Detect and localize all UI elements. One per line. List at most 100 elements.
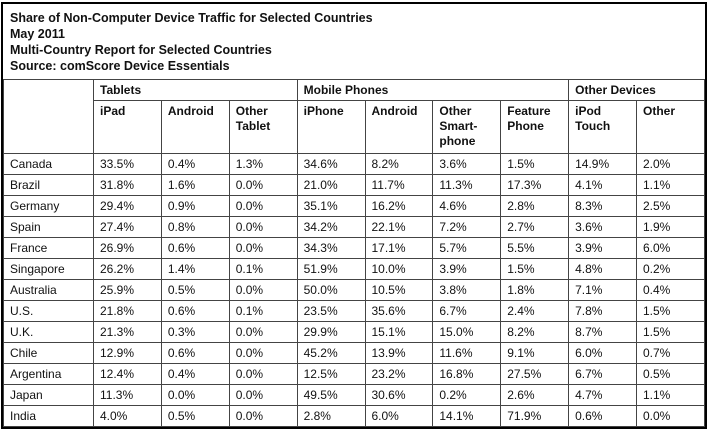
report-source: Source: comScore Device Essentials: [10, 59, 230, 73]
column-header-phone-android: Android: [364, 100, 434, 154]
value-cell: 0.0%: [228, 195, 298, 217]
value-cell: 9.1%: [500, 342, 570, 364]
value-cell: 27.4%: [93, 216, 162, 238]
value-cell: 0.0%: [228, 237, 298, 259]
country-cell: U.S.: [3, 300, 94, 322]
value-cell: 14.9%: [568, 153, 637, 175]
table-row: U.K. 21.3% 0.3% 0.0% 29.9% 15.1% 15.0% 8.2% 8.7%…: [3, 321, 705, 343]
country-cell: Brazil: [3, 174, 94, 196]
value-cell: 11.6%: [432, 342, 502, 364]
value-cell: 2.6%: [500, 384, 570, 406]
value-cell: 51.9%: [296, 258, 366, 280]
table-row: Singapore 26.2% 1.4% 0.1% 51.9% 10.0% 3.9% 1.5%…: [3, 258, 705, 280]
value-cell: 2.7%: [500, 216, 570, 238]
table-row: Argentina 12.4% 0.4% 0.0% 12.5% 23.2% 16.8% 27.…: [3, 363, 705, 385]
table-row: India 4.0% 0.5% 0.0% 2.8% 6.0% 14.1% 71.9% 0.6% 0…: [3, 405, 705, 427]
value-cell: 21.0%: [296, 174, 366, 196]
value-cell: 17.1%: [364, 237, 434, 259]
report-title: Share of Non-Computer Device Traffic for…: [10, 11, 373, 25]
table-row: Japan 11.3% 0.0% 0.0% 49.5% 30.6% 0.2% 2.6% 4.7%…: [3, 384, 705, 406]
value-cell: 1.8%: [500, 279, 570, 301]
value-cell: 10.5%: [364, 279, 434, 301]
value-cell: 0.0%: [228, 405, 298, 427]
value-cell: 29.9%: [296, 321, 366, 343]
value-cell: 21.3%: [93, 321, 162, 343]
table-row: Spain 27.4% 0.8% 0.0% 34.2% 22.1% 7.2% 2.7% 3.6%…: [3, 216, 705, 238]
table-row: Germany 29.4% 0.9% 0.0% 35.1% 16.2% 4.6% 2.8% 8.…: [3, 195, 705, 217]
value-cell: 0.6%: [160, 237, 230, 259]
country-cell: Spain: [3, 216, 94, 238]
value-cell: 0.3%: [160, 321, 230, 343]
value-cell: 0.2%: [636, 258, 705, 280]
value-cell: 5.7%: [432, 237, 502, 259]
value-cell: 26.9%: [93, 237, 162, 259]
value-cell: 0.0%: [636, 405, 705, 427]
value-cell: 2.5%: [636, 195, 705, 217]
value-cell: 5.5%: [500, 237, 570, 259]
value-cell: 2.8%: [296, 405, 366, 427]
value-cell: 0.0%: [228, 363, 298, 385]
country-cell: Australia: [3, 279, 94, 301]
value-cell: 23.5%: [296, 300, 366, 322]
traffic-share-table: Tablets Mobile Phones Other Devices iPad…: [3, 79, 705, 427]
value-cell: 33.5%: [93, 153, 162, 175]
value-cell: 34.6%: [296, 153, 366, 175]
value-cell: 45.2%: [296, 342, 366, 364]
group-header-other-devices: Other Devices: [568, 79, 705, 101]
value-cell: 4.8%: [568, 258, 637, 280]
value-cell: 34.3%: [296, 237, 366, 259]
value-cell: 25.9%: [93, 279, 162, 301]
value-cell: 1.3%: [228, 153, 298, 175]
value-cell: 6.0%: [364, 405, 434, 427]
report-period: May 2011: [10, 27, 65, 41]
value-cell: 29.4%: [93, 195, 162, 217]
value-cell: 16.2%: [364, 195, 434, 217]
value-cell: 0.6%: [568, 405, 637, 427]
table-row: France 26.9% 0.6% 0.0% 34.3% 17.1% 5.7% 5.5% 3.9…: [3, 237, 705, 259]
value-cell: 7.2%: [432, 216, 502, 238]
value-cell: 0.5%: [636, 363, 705, 385]
value-cell: 0.7%: [636, 342, 705, 364]
table-row: Chile 12.9% 0.6% 0.0% 45.2% 13.9% 11.6% 9.1% 6.0…: [3, 342, 705, 364]
value-cell: 2.0%: [636, 153, 705, 175]
value-cell: 16.8%: [432, 363, 502, 385]
value-cell: 8.2%: [500, 321, 570, 343]
value-cell: 0.0%: [228, 342, 298, 364]
value-cell: 1.5%: [636, 300, 705, 322]
value-cell: 34.2%: [296, 216, 366, 238]
value-cell: 0.1%: [228, 258, 298, 280]
value-cell: 35.1%: [296, 195, 366, 217]
value-cell: 50.0%: [296, 279, 366, 301]
value-cell: 15.0%: [432, 321, 502, 343]
value-cell: 2.8%: [500, 195, 570, 217]
value-cell: 4.1%: [568, 174, 637, 196]
value-cell: 3.6%: [568, 216, 637, 238]
value-cell: 0.9%: [160, 195, 230, 217]
value-cell: 1.5%: [500, 153, 570, 175]
value-cell: 21.8%: [93, 300, 162, 322]
value-cell: 6.0%: [568, 342, 637, 364]
column-header-other-tablet: Other Tablet: [228, 100, 298, 154]
value-cell: 0.0%: [228, 174, 298, 196]
table-row: Brazil 31.8% 1.6% 0.0% 21.0% 11.7% 11.3% 17.3% 4…: [3, 174, 705, 196]
value-cell: 3.6%: [432, 153, 502, 175]
value-cell: 1.5%: [500, 258, 570, 280]
value-cell: 0.1%: [228, 300, 298, 322]
value-cell: 0.0%: [228, 321, 298, 343]
value-cell: 6.7%: [568, 363, 637, 385]
value-cell: 0.0%: [228, 384, 298, 406]
table-row: Australia 25.9% 0.5% 0.0% 50.0% 10.5% 3.8% 1.8%…: [3, 279, 705, 301]
column-header-other-smartphone: Other Smart- phone: [432, 100, 502, 154]
value-cell: 15.1%: [364, 321, 434, 343]
value-cell: 30.6%: [364, 384, 434, 406]
value-cell: 0.4%: [160, 363, 230, 385]
value-cell: 4.7%: [568, 384, 637, 406]
column-header-ipod-touch: iPod Touch: [568, 100, 637, 154]
value-cell: 14.1%: [432, 405, 502, 427]
country-cell: Japan: [3, 384, 94, 406]
value-cell: 0.2%: [432, 384, 502, 406]
value-cell: 12.4%: [93, 363, 162, 385]
value-cell: 1.5%: [636, 321, 705, 343]
value-cell: 17.3%: [500, 174, 570, 196]
value-cell: 4.6%: [432, 195, 502, 217]
